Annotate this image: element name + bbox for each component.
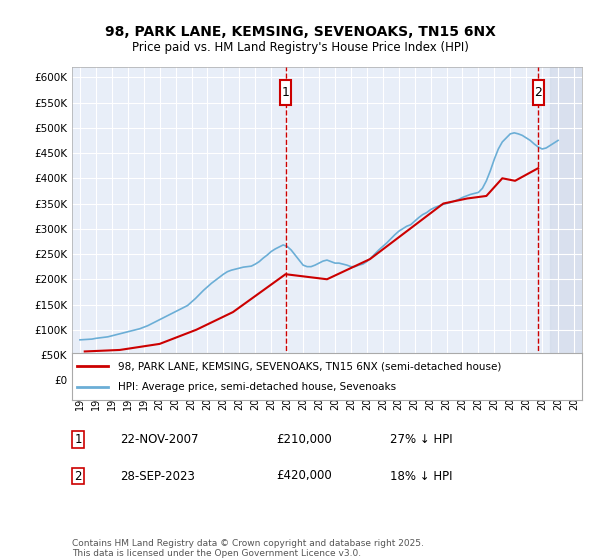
Text: Contains HM Land Registry data © Crown copyright and database right 2025.
This d: Contains HM Land Registry data © Crown c… <box>72 539 424 558</box>
Text: Price paid vs. HM Land Registry's House Price Index (HPI): Price paid vs. HM Land Registry's House … <box>131 41 469 54</box>
Text: 1: 1 <box>74 433 82 446</box>
Text: 98, PARK LANE, KEMSING, SEVENOAKS, TN15 6NX: 98, PARK LANE, KEMSING, SEVENOAKS, TN15 … <box>104 25 496 39</box>
Text: 98, PARK LANE, KEMSING, SEVENOAKS, TN15 6NX (semi-detached house): 98, PARK LANE, KEMSING, SEVENOAKS, TN15 … <box>118 361 501 371</box>
Text: 18% ↓ HPI: 18% ↓ HPI <box>390 469 452 483</box>
FancyBboxPatch shape <box>533 80 544 105</box>
Text: 22-NOV-2007: 22-NOV-2007 <box>120 433 199 446</box>
Text: 27% ↓ HPI: 27% ↓ HPI <box>390 433 452 446</box>
Text: 2: 2 <box>534 86 542 99</box>
Text: 28-SEP-2023: 28-SEP-2023 <box>120 469 195 483</box>
Bar <box>550 67 582 380</box>
FancyBboxPatch shape <box>280 80 291 105</box>
Text: £210,000: £210,000 <box>276 433 332 446</box>
Text: 1: 1 <box>281 86 290 99</box>
Text: 2: 2 <box>74 469 82 483</box>
Text: £420,000: £420,000 <box>276 469 332 483</box>
Text: HPI: Average price, semi-detached house, Sevenoaks: HPI: Average price, semi-detached house,… <box>118 382 396 392</box>
